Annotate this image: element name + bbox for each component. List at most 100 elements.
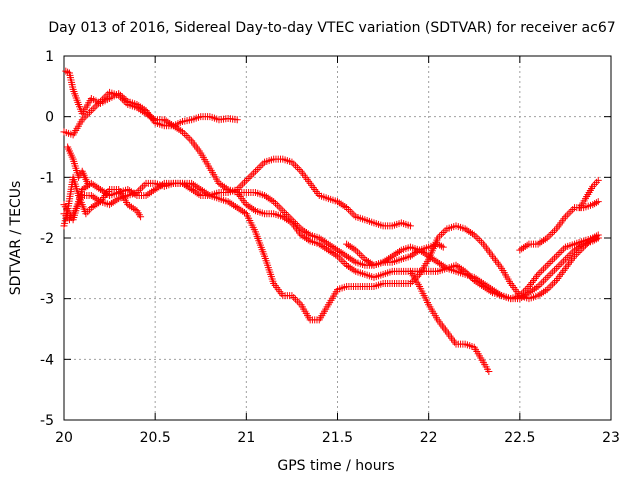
data-point (437, 261, 445, 269)
data-point (560, 257, 568, 265)
data-point (470, 276, 478, 284)
data-point (556, 249, 564, 257)
data-point (89, 202, 97, 210)
data-point (395, 247, 403, 255)
data-point (166, 119, 174, 127)
data-point (146, 189, 154, 197)
data-point (237, 182, 245, 190)
data-point (304, 236, 312, 244)
data-point (158, 181, 166, 189)
data-point (457, 265, 465, 273)
y-tick-label: -3 (40, 292, 54, 308)
data-point (465, 271, 473, 279)
data-point (547, 270, 555, 278)
data-point (341, 259, 349, 267)
data-point (195, 190, 203, 198)
data-point (297, 231, 305, 239)
data-point (62, 67, 70, 75)
data-point (468, 275, 476, 283)
data-point (140, 108, 148, 116)
data-point (215, 179, 223, 187)
data-point (332, 245, 340, 253)
data-point (321, 238, 329, 246)
data-point (580, 243, 588, 251)
data-point (186, 135, 194, 143)
data-point (470, 231, 478, 239)
data-point (266, 195, 274, 203)
data-point (436, 232, 444, 240)
data-point (476, 236, 484, 244)
data-point (439, 229, 447, 237)
data-point (589, 201, 597, 209)
data-point (337, 249, 345, 257)
data-point (195, 184, 203, 192)
x-tick-label: 23 (602, 430, 620, 446)
data-point (348, 244, 356, 252)
x-tick-label: 21.5 (322, 430, 353, 446)
data-point (175, 125, 183, 133)
data-point (467, 229, 475, 237)
data-point (275, 203, 283, 211)
data-point (131, 205, 139, 213)
data-point (406, 222, 414, 230)
data-point (461, 225, 469, 233)
data-point (536, 269, 544, 277)
data-point (87, 192, 95, 200)
data-point (324, 246, 332, 254)
data-point (540, 277, 548, 285)
data-point (414, 247, 422, 255)
data-point (348, 256, 356, 264)
data-point (519, 244, 527, 252)
data-point (290, 160, 298, 168)
data-point (149, 114, 157, 122)
data-point (569, 205, 577, 213)
data-point (534, 283, 542, 291)
data-point (326, 247, 334, 255)
data-point (543, 261, 551, 269)
data-point (591, 200, 599, 208)
data-point (518, 245, 526, 253)
data-point (191, 182, 199, 190)
data-point (594, 176, 602, 184)
data-point (138, 183, 146, 191)
data-point (552, 252, 560, 260)
data-point (219, 182, 227, 190)
data-point (463, 226, 471, 234)
data-point (432, 257, 440, 265)
data-point (281, 214, 289, 222)
data-point (295, 299, 303, 307)
data-point (100, 94, 108, 102)
data-point (476, 280, 484, 288)
series-8 (343, 240, 447, 269)
data-point (478, 281, 486, 289)
data-point (592, 199, 600, 207)
data-point (303, 229, 311, 237)
data-point (594, 231, 602, 239)
data-point (111, 197, 119, 205)
data-point (246, 173, 254, 181)
data-point (173, 124, 181, 132)
data-point (434, 240, 442, 248)
data-point (157, 182, 165, 190)
data-point (109, 198, 117, 206)
data-point (284, 216, 292, 224)
data-point (89, 105, 97, 113)
data-point (78, 185, 86, 193)
data-point (538, 267, 546, 275)
data-point (288, 292, 296, 300)
data-point (346, 255, 354, 263)
data-point (344, 241, 352, 249)
data-point (113, 196, 121, 204)
data-point (540, 236, 548, 244)
data-point (521, 242, 529, 250)
data-point (228, 200, 236, 208)
data-point (472, 278, 480, 286)
data-point (550, 278, 558, 286)
y-tick-label: -5 (40, 413, 54, 429)
data-point (550, 266, 558, 274)
data-point (148, 113, 156, 121)
data-point (406, 252, 414, 260)
data-point (137, 185, 145, 193)
data-point (118, 95, 126, 103)
data-point (364, 258, 372, 266)
